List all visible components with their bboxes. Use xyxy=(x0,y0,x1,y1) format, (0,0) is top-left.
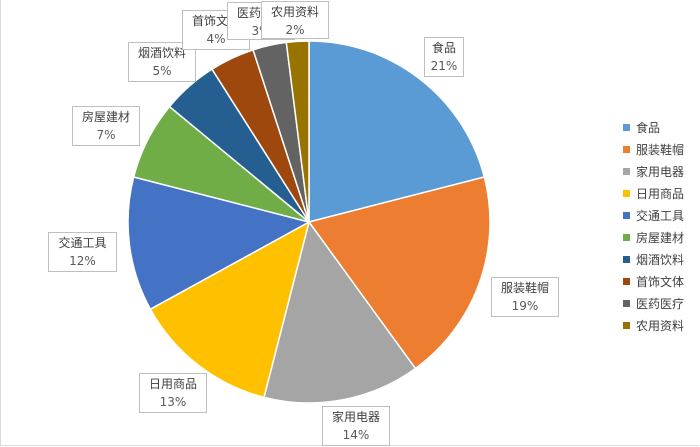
legend-swatch xyxy=(623,233,630,241)
legend-item: 家用电器 xyxy=(623,160,684,182)
label-name: 家用电器 xyxy=(331,410,380,424)
label-name: 日用商品 xyxy=(148,377,197,391)
legend-swatch xyxy=(623,211,630,219)
label-value: 13% xyxy=(159,395,187,409)
legend-swatch xyxy=(623,321,630,329)
data-label-3: 日用商品 13% xyxy=(139,373,207,413)
pie-slice-0 xyxy=(308,40,486,223)
legend-label: 房屋建材 xyxy=(636,230,685,245)
label-value: 2% xyxy=(285,23,305,37)
legend-label: 农用资料 xyxy=(636,318,685,333)
label-value: 14% xyxy=(342,428,370,442)
legend-item: 服装鞋帽 xyxy=(623,138,684,160)
legend-item: 医药医疗 xyxy=(623,292,684,314)
label-name: 房屋建材 xyxy=(81,110,130,124)
label-value: 5% xyxy=(152,64,172,78)
data-label-4: 交通工具 12% xyxy=(48,232,117,272)
data-label-9: 农用资料 2% xyxy=(261,1,329,39)
label-name: 农用资料 xyxy=(270,5,319,19)
label-name: 服装鞋帽 xyxy=(500,281,549,295)
legend-item: 日用商品 xyxy=(623,182,684,204)
legend-swatch xyxy=(623,277,630,285)
pie-slice-1 xyxy=(307,176,491,370)
label-value: 21% xyxy=(430,59,458,73)
label-name: 烟酒饮料 xyxy=(137,46,186,60)
legend-item: 房屋建材 xyxy=(623,226,684,248)
legend: 食品服装鞋帽家用电器日用商品交通工具房屋建材烟酒饮料首饰文体医药医疗农用资料 xyxy=(623,116,684,336)
label-name: 食品 xyxy=(431,41,456,55)
legend-swatch xyxy=(623,167,630,175)
legend-label: 食品 xyxy=(636,120,661,135)
label-value: 19% xyxy=(511,299,539,313)
legend-swatch xyxy=(623,123,630,131)
legend-label: 医药医疗 xyxy=(636,296,685,311)
legend-item: 农用资料 xyxy=(623,314,684,336)
data-label-5: 房屋建材 7% xyxy=(72,106,140,146)
legend-label: 交通工具 xyxy=(636,208,685,223)
label-value: 12% xyxy=(69,254,96,268)
legend-label: 首饰文体 xyxy=(636,274,685,289)
legend-label: 家用电器 xyxy=(636,164,685,179)
legend-swatch xyxy=(623,145,630,153)
data-label-1: 服装鞋帽 19% xyxy=(491,277,559,317)
legend-label: 日用商品 xyxy=(636,186,685,201)
pie-slice-4 xyxy=(127,176,312,311)
legend-item: 食品 xyxy=(623,116,684,138)
data-label-2: 家用电器 14% xyxy=(322,406,390,446)
legend-swatch xyxy=(623,189,630,197)
legend-label: 服装鞋帽 xyxy=(636,142,685,157)
legend-item: 首饰文体 xyxy=(623,270,684,292)
pie-slice-2 xyxy=(263,220,417,404)
data-label-0: 食品 21% xyxy=(424,37,464,77)
pie-slice-9 xyxy=(285,40,310,223)
legend-item: 交通工具 xyxy=(623,204,684,226)
legend-item: 烟酒饮料 xyxy=(623,248,684,270)
legend-swatch xyxy=(623,255,630,263)
legend-label: 烟酒饮料 xyxy=(636,252,685,267)
label-name: 交通工具 xyxy=(58,236,107,250)
pie-slice-3 xyxy=(149,220,311,399)
legend-swatch xyxy=(623,299,630,307)
label-value: 4% xyxy=(206,32,226,46)
label-value: 7% xyxy=(96,128,116,142)
